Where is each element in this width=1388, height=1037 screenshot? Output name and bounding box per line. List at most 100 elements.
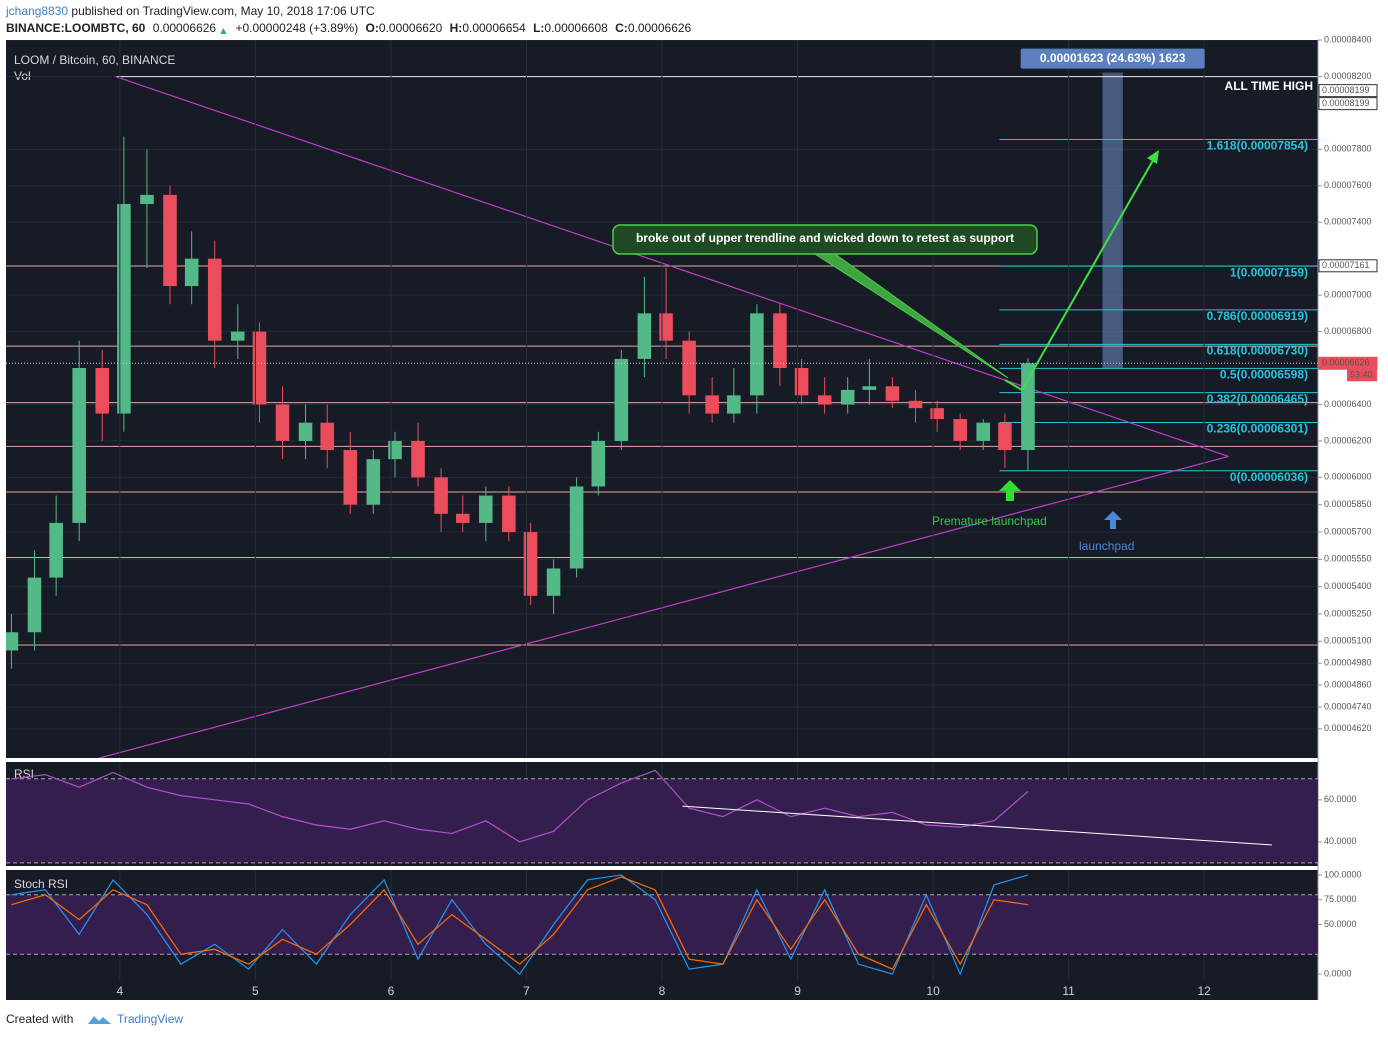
candle-body bbox=[569, 486, 584, 569]
candle-body bbox=[455, 513, 470, 523]
candle-body bbox=[727, 395, 741, 414]
ohlc-label: L: bbox=[533, 21, 544, 35]
candle-body bbox=[163, 194, 177, 287]
candle-body bbox=[885, 386, 900, 401]
rsi-trendline bbox=[682, 805, 1272, 846]
publisher[interactable]: jchang8830 bbox=[5, 4, 68, 18]
candle-body bbox=[49, 522, 63, 578]
price-label-box bbox=[1318, 259, 1378, 273]
candle-body bbox=[750, 313, 764, 396]
footer-brand[interactable]: TradingView bbox=[117, 1012, 183, 1026]
y-tick-label: 0.00008400 bbox=[1324, 34, 1372, 44]
y-tick-label: 0.00006800 bbox=[1324, 326, 1372, 336]
x-tick-label: 6 bbox=[388, 984, 395, 998]
up-arrow-blue bbox=[1104, 511, 1122, 529]
ath-label: ALL TIME HIGH bbox=[1225, 79, 1313, 93]
callout-box bbox=[612, 224, 1038, 255]
candle-body bbox=[502, 495, 516, 533]
y-tick-label: 0.00006200 bbox=[1324, 435, 1372, 445]
trendline bbox=[99, 455, 1229, 758]
candle-body bbox=[95, 368, 110, 414]
ohlc-label: O: bbox=[366, 21, 379, 35]
y-tick-label: 0.00007800 bbox=[1324, 144, 1372, 154]
candle-body bbox=[140, 194, 154, 205]
candle-body bbox=[930, 408, 944, 420]
candle-body bbox=[862, 386, 877, 390]
header-line-2: BINANCE:LOOMBTC, 60 0.00006626 +0.000002… bbox=[6, 21, 692, 35]
stoch-tick-label: 50.0000 bbox=[1324, 919, 1357, 929]
y-tick-label: 0.00005850 bbox=[1324, 499, 1372, 509]
projection-arrow bbox=[1004, 379, 1023, 391]
candle-body bbox=[252, 331, 267, 405]
y-tick-label: 0.00007000 bbox=[1324, 290, 1372, 300]
candle-body bbox=[637, 313, 652, 359]
ohlc-label: C: bbox=[615, 21, 628, 35]
ohlc-value: 0.00006620 bbox=[379, 21, 443, 35]
y-tick-label: 0.00004860 bbox=[1324, 679, 1372, 689]
fib-label: 0.236(0.00006301) bbox=[1207, 422, 1308, 436]
x-tick-label: 11 bbox=[1062, 984, 1075, 998]
candle-body bbox=[773, 313, 787, 369]
price-label: 0.00006626 bbox=[1322, 358, 1370, 368]
x-tick-label: 7 bbox=[523, 984, 530, 998]
ath-axis-label: 0.00008199 bbox=[1322, 98, 1370, 108]
chart-title: LOOM / Bitcoin, 60, BINANCE bbox=[14, 53, 175, 67]
y-tick-label: 0.00007600 bbox=[1324, 180, 1372, 190]
candle-body bbox=[366, 459, 381, 505]
y-tick-label: 0.00004740 bbox=[1324, 701, 1372, 711]
countdown-box bbox=[1347, 369, 1377, 382]
y-tick-label: 0.00005100 bbox=[1324, 636, 1372, 646]
x-tick-label: 5 bbox=[252, 984, 259, 998]
candle-body bbox=[1021, 363, 1035, 451]
candle-body bbox=[840, 389, 855, 405]
candle-body bbox=[230, 331, 245, 341]
x-tick-label: 9 bbox=[794, 984, 801, 998]
measure-label-box bbox=[1020, 48, 1205, 69]
candle-body bbox=[705, 395, 719, 414]
candle-body bbox=[659, 313, 673, 341]
y-tick-label: 0.00005550 bbox=[1324, 554, 1372, 564]
x-tick-label: 12 bbox=[1197, 984, 1211, 998]
change: +0.00000248 (+3.89%) bbox=[235, 21, 358, 35]
candle-body bbox=[908, 400, 923, 409]
measure-label: 0.00001623 (24.63%) 1623 bbox=[1040, 51, 1186, 65]
x-tick-label: 10 bbox=[926, 984, 940, 998]
candle-body bbox=[320, 422, 334, 451]
candle-body bbox=[953, 419, 967, 441]
header-line-1: jchang8830 published on TradingView.com,… bbox=[5, 4, 375, 18]
change-arrow bbox=[220, 28, 227, 34]
projection-head bbox=[1147, 150, 1159, 164]
candle-body bbox=[998, 422, 1012, 451]
premature-label: Premature launchpad bbox=[932, 514, 1047, 528]
candle-body bbox=[591, 440, 606, 487]
fib-label: 0.5(0.00006598) bbox=[1220, 368, 1308, 382]
up-arrow-green bbox=[999, 480, 1021, 501]
stoch-title: Stoch RSI bbox=[14, 877, 68, 891]
y-tick-label: 0.00006000 bbox=[1324, 472, 1372, 482]
candle-body bbox=[27, 577, 42, 633]
projection-arrow bbox=[1021, 154, 1157, 391]
y-tick-label: 0.00007400 bbox=[1324, 217, 1372, 227]
stoch-line bbox=[11, 876, 1029, 970]
stoch-tick-label: 75.0000 bbox=[1324, 894, 1357, 904]
candle-body bbox=[117, 204, 131, 414]
candle-body bbox=[976, 422, 990, 441]
y-tick-label: 0.00006400 bbox=[1324, 399, 1372, 409]
candle-body bbox=[298, 422, 313, 441]
fib-label: 1.618(0.00007854) bbox=[1207, 139, 1308, 153]
candle-body bbox=[682, 340, 696, 396]
rsi-tick-label: 40.0000 bbox=[1324, 836, 1357, 846]
ath-axis-box bbox=[1318, 84, 1378, 98]
candle-body bbox=[434, 477, 448, 514]
price-label: 0.00007161 bbox=[1322, 260, 1370, 270]
fib-label: 0(0.00006036) bbox=[1230, 470, 1308, 484]
last-price: 0.00006626 bbox=[153, 21, 217, 35]
countdown: 53:40 bbox=[1350, 370, 1373, 380]
symbol: BINANCE:LOOMBTC, 60 bbox=[6, 21, 146, 35]
candle-body bbox=[614, 358, 629, 441]
y-tick-label: 0.00005400 bbox=[1324, 581, 1372, 591]
rsi-band bbox=[6, 778, 1318, 863]
y-tick-label: 0.00008200 bbox=[1324, 71, 1372, 81]
candle-body bbox=[207, 258, 222, 341]
